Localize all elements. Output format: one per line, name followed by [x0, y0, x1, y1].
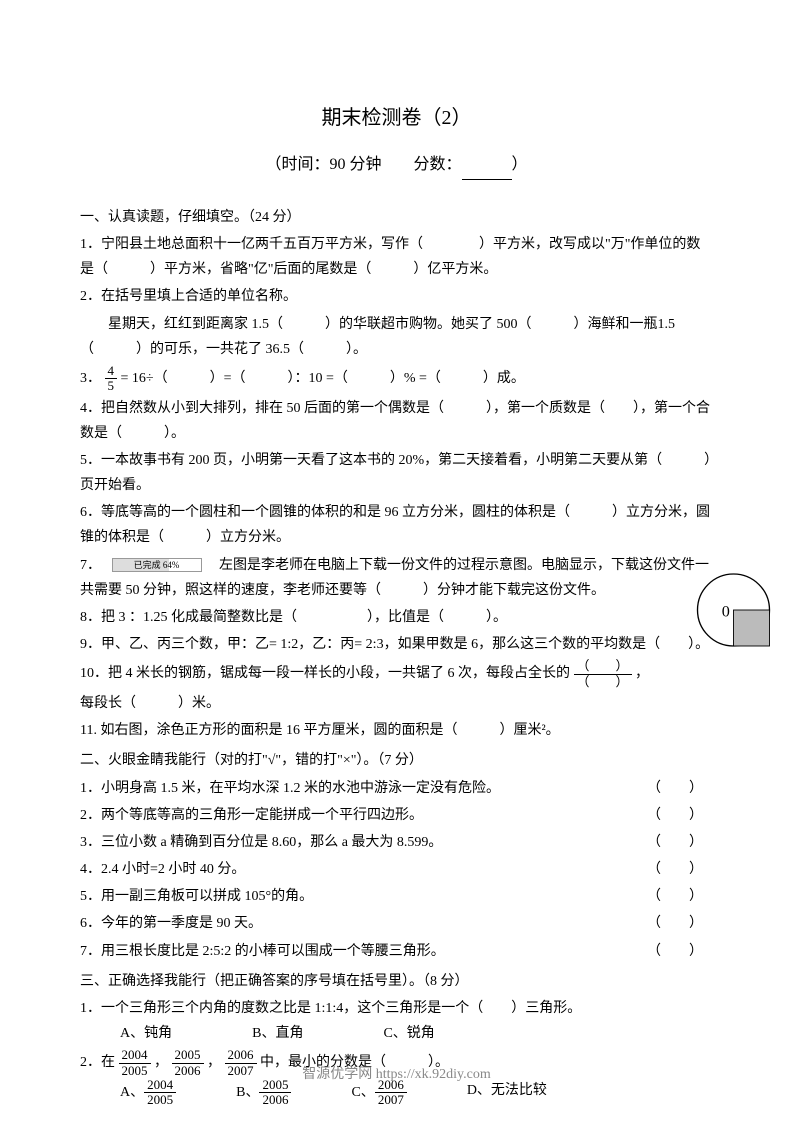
- lbl: B、: [236, 1085, 259, 1100]
- q3-1-options: A、钝角 B、直角 C、锐角: [80, 1021, 713, 1046]
- lbl: C、: [351, 1085, 374, 1100]
- d: 2006: [259, 1093, 291, 1107]
- paren: （ ）: [647, 884, 703, 909]
- score-blank: [462, 162, 512, 180]
- q2-6: 6．今年的第一季度是 90 天。 （ ）: [80, 911, 713, 936]
- fraction-4-5: 4 5: [105, 364, 118, 394]
- section-3-header: 三、正确选择我能行（把正确答案的序号填在括号里）。（8 分）: [80, 969, 713, 994]
- q2-5-text: 5．用一副三角板可以拼成 105°的角。: [80, 884, 313, 909]
- circle-square-diagram: 0: [693, 565, 783, 655]
- q3-1: 1．一个三角形三个内角的度数之比是 1:1:4，这个三角形是一个（ ）三角形。: [80, 996, 713, 1021]
- fraction-blank: （ ） （ ）: [574, 659, 632, 689]
- section-1-header: 一、认真读题，仔细填空。（24 分）: [80, 205, 713, 230]
- q1-2a: 2．在括号里填上合适的单位名称。: [80, 284, 713, 309]
- q1-11: 11. 如右图，涂色正方形的面积是 16 平方厘米，圆的面积是（ ）厘米²。: [80, 718, 713, 743]
- q1-3-prefix: 3．: [80, 371, 101, 386]
- q2-7: 7．用三根长度比是 2:5:2 的小棒可以围成一个等腰三角形。 （ ）: [80, 939, 713, 964]
- opt-b: B、直角: [252, 1021, 303, 1046]
- q2-4-text: 4．2.4 小时=2 小时 40 分。: [80, 857, 245, 882]
- paren: （ ）: [647, 803, 703, 828]
- q1-10b: ，: [635, 666, 649, 681]
- page-footer: 智源优学网 https://xk.92diy.com: [0, 1062, 793, 1087]
- paren: （ ）: [647, 939, 703, 964]
- q1-3: 3． 4 5 = 16÷（ ）=（ ）：10 =（ ）% =（ ）成。: [80, 364, 713, 394]
- d: 2005: [144, 1093, 176, 1107]
- q1-5: 5．一本故事书有 200 页，小明第一天看了这本书的 20%，第二天接着看，小明…: [80, 448, 713, 498]
- paren: （ ）: [647, 776, 703, 801]
- q1-10a: 10．把 4 米长的钢筋，锯成每一段一样长的小段，一共锯了 6 次，每段占全长的: [80, 666, 570, 681]
- q2-4: 4．2.4 小时=2 小时 40 分。 （ ）: [80, 857, 713, 882]
- q2-6-text: 6．今年的第一季度是 90 天。: [80, 911, 262, 936]
- paren: （ ）: [647, 911, 703, 936]
- q2-5: 5．用一副三角板可以拼成 105°的角。 （ ）: [80, 884, 713, 909]
- q1-9: 9．甲、乙、丙三个数，甲：乙= 1:2，乙：丙= 2:3，如果甲数是 6，那么这…: [80, 632, 713, 657]
- progress-bar: 已完成 64%: [112, 558, 202, 572]
- progress-text: 已完成 64%: [134, 560, 180, 570]
- frac-blank-den: （ ）: [574, 675, 632, 689]
- q2-2: 2．两个等底等高的三角形一定能拼成一个平行四边形。 （ ）: [80, 803, 713, 828]
- paren: （ ）: [647, 830, 703, 855]
- q1-8: 8．把 3 ：1.25 化成最简整数比是（ ），比值是（ ）。: [80, 605, 713, 630]
- q1-6: 6．等底等高的一个圆柱和一个圆锥的体积的和是 96 立方分米，圆柱的体积是（ ）…: [80, 500, 713, 550]
- frac-den: 5: [105, 379, 118, 393]
- q2-3: 3．三位小数 a 精确到百分位是 8.60，那么 a 最大为 8.599。 （ ）: [80, 830, 713, 855]
- zero-label: 0: [722, 602, 730, 620]
- paren: （ ）: [647, 857, 703, 882]
- q2-3-text: 3．三位小数 a 精确到百分位是 8.60，那么 a 最大为 8.599。: [80, 830, 442, 855]
- opt-a: A、钝角: [120, 1021, 172, 1046]
- subtitle-suffix: ）: [512, 156, 528, 173]
- subtitle-prefix: （时间：90 分钟 分数：: [265, 156, 461, 173]
- q1-7: 7． 已完成 64% 左图是李老师在电脑上下载一份文件的过程示意图。电脑显示，下…: [80, 553, 713, 603]
- q1-2b: 星期天，红红到距离家 1.5（ ）的华联超市购物。她买了 500（ ）海鲜和一瓶…: [80, 312, 713, 362]
- q2-7-text: 7．用三根长度比是 2:5:2 的小棒可以围成一个等腰三角形。: [80, 939, 445, 964]
- q1-1: 1．宁阳县土地总面积十一亿两千五百万平方米，写作（ ）平方米，改写成以"万"作单…: [80, 232, 713, 282]
- opt-c: C、锐角: [383, 1021, 434, 1046]
- section-2-header: 二、火眼金睛我能行（对的打"√"，错的打"×"）。（7 分）: [80, 748, 713, 773]
- exam-subtitle: （时间：90 分钟 分数： ）: [80, 151, 713, 180]
- q1-10c: 每段长（ ）米。: [80, 691, 713, 716]
- lbl: A、: [120, 1085, 144, 1100]
- q1-10: 10．把 4 米长的钢筋，锯成每一段一样长的小段，一共锯了 6 次，每段占全长的…: [80, 659, 713, 689]
- q2-1-text: 1．小明身高 1.5 米，在平均水深 1.2 米的水池中游泳一定没有危险。: [80, 776, 500, 801]
- frac-blank-num: （ ）: [574, 659, 632, 674]
- q1-4: 4．把自然数从小到大排列，排在 50 后面的第一个偶数是（ ），第一个质数是（ …: [80, 396, 713, 446]
- frac-num: 4: [105, 364, 118, 379]
- exam-title: 期末检测卷（2）: [80, 100, 713, 136]
- q1-3-suffix: = 16÷（ ）=（ ）：10 =（ ）% =（ ）成。: [121, 371, 525, 386]
- d: 2007: [375, 1093, 407, 1107]
- q2-1: 1．小明身高 1.5 米，在平均水深 1.2 米的水池中游泳一定没有危险。 （ ）: [80, 776, 713, 801]
- q2-2-text: 2．两个等底等高的三角形一定能拼成一个平行四边形。: [80, 803, 423, 828]
- q1-7-prefix: 7．: [80, 558, 108, 573]
